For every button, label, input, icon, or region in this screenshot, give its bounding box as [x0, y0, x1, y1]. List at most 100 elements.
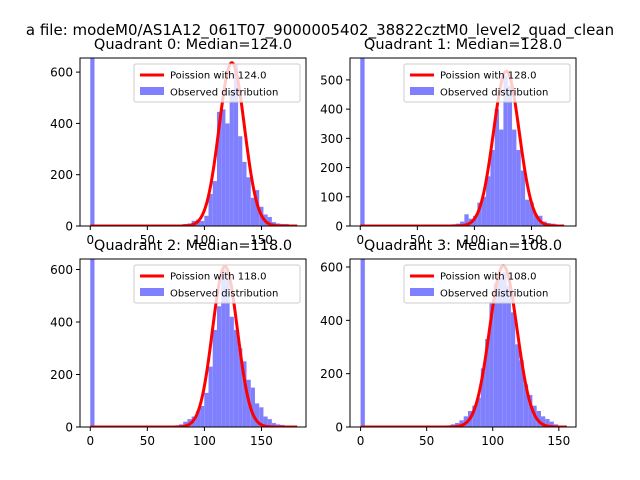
y-tick-label: 200	[320, 161, 343, 175]
x-tick-label: 0	[356, 233, 364, 247]
histogram-bar	[485, 339, 490, 427]
histogram-bar	[90, 259, 95, 427]
y-tick-label: 400	[320, 103, 343, 117]
histogram-bar	[472, 405, 477, 427]
histogram-bar	[529, 202, 534, 226]
histogram-bar	[540, 416, 546, 427]
histogram-bar	[242, 161, 247, 226]
subplot-quadrant-0: Quadrant 0: Median=124.0 0 50 100 150 0 200 400…	[50, 37, 307, 247]
histogram-bar	[242, 361, 247, 427]
histogram-bar	[204, 215, 209, 226]
legend-label-observed: Observed distribution	[170, 289, 278, 300]
histogram-bar	[229, 316, 234, 427]
histogram-bar	[250, 197, 255, 226]
histogram-bar	[498, 277, 503, 427]
histogram-bar	[212, 329, 217, 427]
y-tick-label: 400	[50, 117, 73, 131]
histogram-bar	[267, 217, 272, 226]
histogram-bar	[493, 283, 499, 427]
histogram-bar	[459, 420, 464, 427]
histogram-bar	[90, 58, 95, 226]
histogram-bar	[263, 416, 268, 427]
histogram-bar	[238, 136, 243, 226]
histogram-bar	[360, 58, 365, 226]
poisson-curve	[360, 264, 568, 427]
poisson-curve	[89, 264, 298, 427]
histogram-bar	[238, 348, 243, 427]
histogram-bar	[225, 280, 230, 427]
x-tick-label: 50	[410, 233, 425, 247]
x-tick-label: 0	[86, 434, 94, 448]
histogram-bar	[267, 419, 272, 427]
plot-area	[359, 58, 565, 226]
y-tick-label: 400	[50, 316, 73, 330]
histogram-bar	[520, 170, 526, 226]
histogram-bar	[523, 384, 529, 427]
subplot-quadrant-1: Quadrant 1: Median=128.0 0 50 100 150 0 100 200…	[320, 37, 577, 247]
poisson-curve	[89, 61, 298, 226]
histogram-bar	[464, 214, 469, 226]
histogram-bar	[480, 368, 486, 427]
axes-frame	[349, 57, 577, 227]
legend-box	[403, 63, 571, 103]
y-tick-label: 200	[50, 368, 73, 382]
subplot-title: Quadrant 3: Median=108.0	[364, 238, 562, 254]
plot-area	[360, 259, 568, 427]
legend-label-poisson: Poission with 108.0	[440, 272, 536, 283]
histogram-bar	[225, 123, 230, 226]
y-tick-label: 0	[65, 220, 73, 234]
x-tick-label: 50	[140, 434, 155, 448]
legend-bar-swatch	[410, 87, 434, 95]
histogram-bar	[360, 259, 365, 427]
y-tick-label: 500	[320, 73, 343, 87]
subplot-title: Quadrant 2: Median=118.0	[94, 238, 292, 254]
plot-area	[89, 58, 298, 226]
histogram-bar	[481, 196, 487, 226]
histogram-bar	[490, 150, 495, 226]
histogram-bar	[246, 177, 251, 226]
subplot-grid: Quadrant 0: Median=124.0 0 50 100 150 0 200 400…	[50, 37, 577, 448]
histogram-bar	[221, 269, 226, 427]
legend-box	[133, 63, 301, 103]
histogram-bar	[516, 150, 521, 226]
x-tick-label: 0	[357, 434, 365, 448]
y-tick-label: 100	[320, 190, 343, 204]
y-tick-label: 0	[65, 421, 73, 435]
y-tick-label: 600	[50, 66, 73, 80]
histogram-bar	[533, 214, 539, 226]
histogram-bar	[200, 220, 205, 226]
legend-box	[403, 264, 571, 304]
histogram-bar	[506, 285, 511, 427]
subplot-quadrant-3: Quadrant 3: Median=108.0 0 50 100 150 0 200 400…	[320, 238, 577, 448]
x-tick-label: 100	[463, 233, 486, 247]
x-tick-label: 150	[520, 233, 543, 247]
y-tick-label: 200	[320, 367, 343, 381]
subplot-quadrant-2: Quadrant 2: Median=118.0 0 50 100 150 0 200 400…	[50, 238, 307, 448]
legend: Poission with 108.0 Observed distribution	[403, 264, 571, 304]
histogram-bar	[512, 129, 517, 226]
histogram-bar	[460, 221, 465, 226]
x-tick-label: 0	[86, 233, 94, 247]
histogram-bar	[271, 423, 277, 427]
histogram-bar	[254, 403, 260, 427]
y-tick-label: 600	[320, 261, 343, 275]
histogram-bar	[549, 421, 554, 427]
legend-label-poisson: Poission with 128.0	[440, 71, 536, 82]
histogram-bar	[200, 406, 205, 427]
histogram-bar	[528, 395, 533, 427]
legend-label-observed: Observed distribution	[440, 88, 548, 99]
histogram-bar	[494, 109, 500, 226]
x-tick-label: 150	[547, 434, 570, 448]
legend: Poission with 118.0 Observed distribution	[133, 264, 301, 304]
legend-bar-swatch	[140, 288, 164, 296]
histogram-bar	[545, 419, 550, 427]
histogram-bar	[183, 421, 188, 427]
histogram-bar	[208, 193, 213, 226]
legend-label-poisson: Poission with 118.0	[170, 272, 266, 283]
axes-frame	[79, 258, 307, 428]
subplot-title: Quadrant 0: Median=124.0	[94, 37, 292, 53]
histogram-bar	[476, 397, 481, 427]
histogram-bar	[473, 215, 478, 226]
legend: Poission with 128.0 Observed distribution	[403, 63, 571, 103]
histogram-bar	[486, 176, 491, 226]
